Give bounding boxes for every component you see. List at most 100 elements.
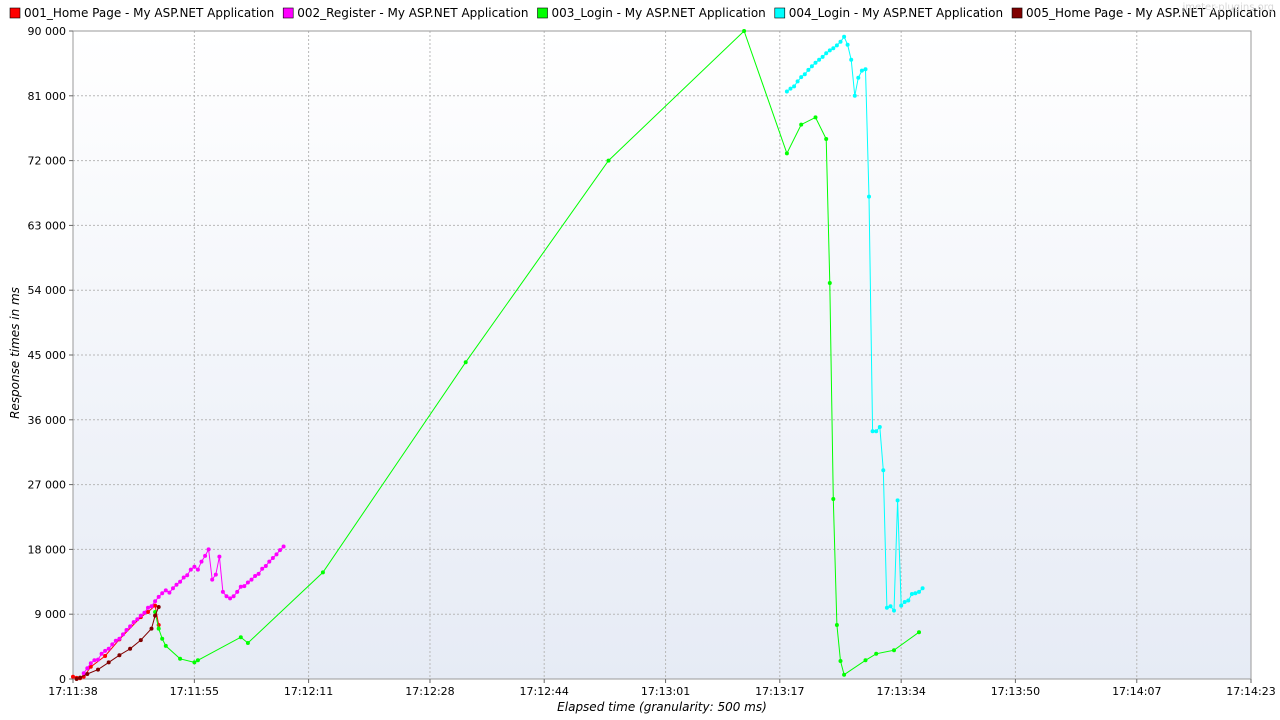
y-tick-label: 81 000 [28, 90, 67, 103]
data-point [899, 603, 904, 608]
data-point [917, 589, 921, 594]
legend-label: 005_Home Page - My ASP.NET Application [1026, 6, 1276, 20]
y-tick-label: 9 000 [35, 608, 67, 621]
data-point [802, 72, 807, 77]
data-point [463, 360, 468, 365]
data-point [792, 84, 797, 89]
data-point [117, 653, 122, 658]
legend: 001_Home Page - My ASP.NET Application 00… [9, 6, 1276, 20]
y-tick-label: 27 000 [28, 479, 67, 492]
data-point [877, 425, 882, 429]
data-point [281, 544, 286, 549]
series-3 [153, 29, 921, 677]
data-point [185, 573, 190, 578]
data-point [103, 654, 108, 658]
data-point [245, 580, 250, 585]
data-point [146, 605, 150, 610]
data-point [606, 158, 611, 163]
data-point [88, 664, 93, 669]
data-point [131, 620, 136, 625]
legend-item-2: 002_Register - My ASP.NET Application [282, 6, 529, 20]
data-point [809, 64, 814, 69]
data-point [188, 567, 193, 572]
data-point [88, 661, 93, 666]
data-point [163, 588, 168, 593]
y-tick-label: 90 000 [28, 25, 67, 38]
legend-label: 003_Login - My ASP.NET Application [552, 6, 766, 20]
legend-item-1: 001_Home Page - My ASP.NET Application [9, 6, 274, 20]
data-point [827, 48, 832, 53]
data-point [834, 623, 839, 627]
data-point [824, 51, 829, 56]
data-point [124, 628, 129, 632]
legend-label: 002_Register - My ASP.NET Application [297, 6, 528, 20]
series-line [154, 30, 920, 676]
data-point [831, 497, 836, 501]
data-point [863, 658, 868, 663]
legend-label: 001_Home Page - My ASP.NET Application [24, 6, 274, 20]
data-point [195, 567, 200, 572]
watermark-text: jmeter-plugins.org [1181, 2, 1274, 13]
data-point [117, 636, 122, 641]
legend-swatch [537, 7, 548, 19]
data-point [838, 39, 843, 44]
data-point [153, 599, 158, 604]
data-point [167, 590, 172, 595]
data-point [909, 592, 914, 596]
data-point [178, 579, 183, 584]
series-4 [784, 34, 925, 613]
data-point [870, 429, 875, 434]
series-layer [71, 29, 925, 681]
data-point [128, 646, 133, 651]
data-point [884, 605, 889, 610]
data-point [267, 559, 272, 564]
data-point [156, 626, 161, 631]
data-point [92, 658, 97, 663]
legend-swatch [1011, 7, 1023, 19]
data-point [210, 577, 215, 582]
data-point [78, 675, 83, 680]
data-point [156, 594, 161, 599]
data-point [813, 60, 818, 65]
data-point [99, 651, 104, 656]
data-point [917, 630, 921, 635]
x-tick-label: 17:13:01 [641, 685, 690, 698]
data-point [228, 596, 233, 601]
legend-label: 004_Login - My ASP.NET Application [789, 6, 1003, 20]
data-point [160, 636, 165, 641]
y-tick-label: 54 000 [28, 284, 67, 297]
data-point [220, 589, 225, 594]
data-point [849, 57, 854, 62]
data-point [224, 594, 229, 599]
data-point [253, 574, 258, 578]
data-point [742, 29, 747, 33]
data-point [834, 43, 839, 48]
data-point [270, 556, 275, 560]
data-point [110, 642, 115, 647]
data-point [181, 575, 186, 580]
data-point [238, 635, 243, 640]
series-5 [74, 605, 161, 681]
data-point [203, 553, 208, 558]
x-tick-label: 17:11:55 [170, 685, 219, 698]
data-point [859, 68, 864, 73]
data-point [813, 115, 818, 120]
series-2 [81, 544, 286, 676]
data-point [245, 641, 250, 645]
data-point [163, 643, 168, 648]
data-point [235, 589, 240, 594]
data-point [238, 584, 243, 589]
data-point [784, 151, 789, 156]
data-point [160, 591, 165, 596]
data-point [199, 559, 204, 564]
x-tick-label: 17:13:34 [876, 685, 925, 698]
x-tick-label: 17:13:50 [991, 685, 1040, 698]
data-point [135, 617, 140, 622]
data-point [845, 42, 850, 47]
x-axis-label: Elapsed time (granularity: 500 ms) [557, 700, 767, 714]
x-tick-label: 17:12:11 [284, 685, 333, 698]
data-point [881, 468, 886, 473]
data-point [795, 79, 800, 84]
data-point [263, 564, 268, 568]
